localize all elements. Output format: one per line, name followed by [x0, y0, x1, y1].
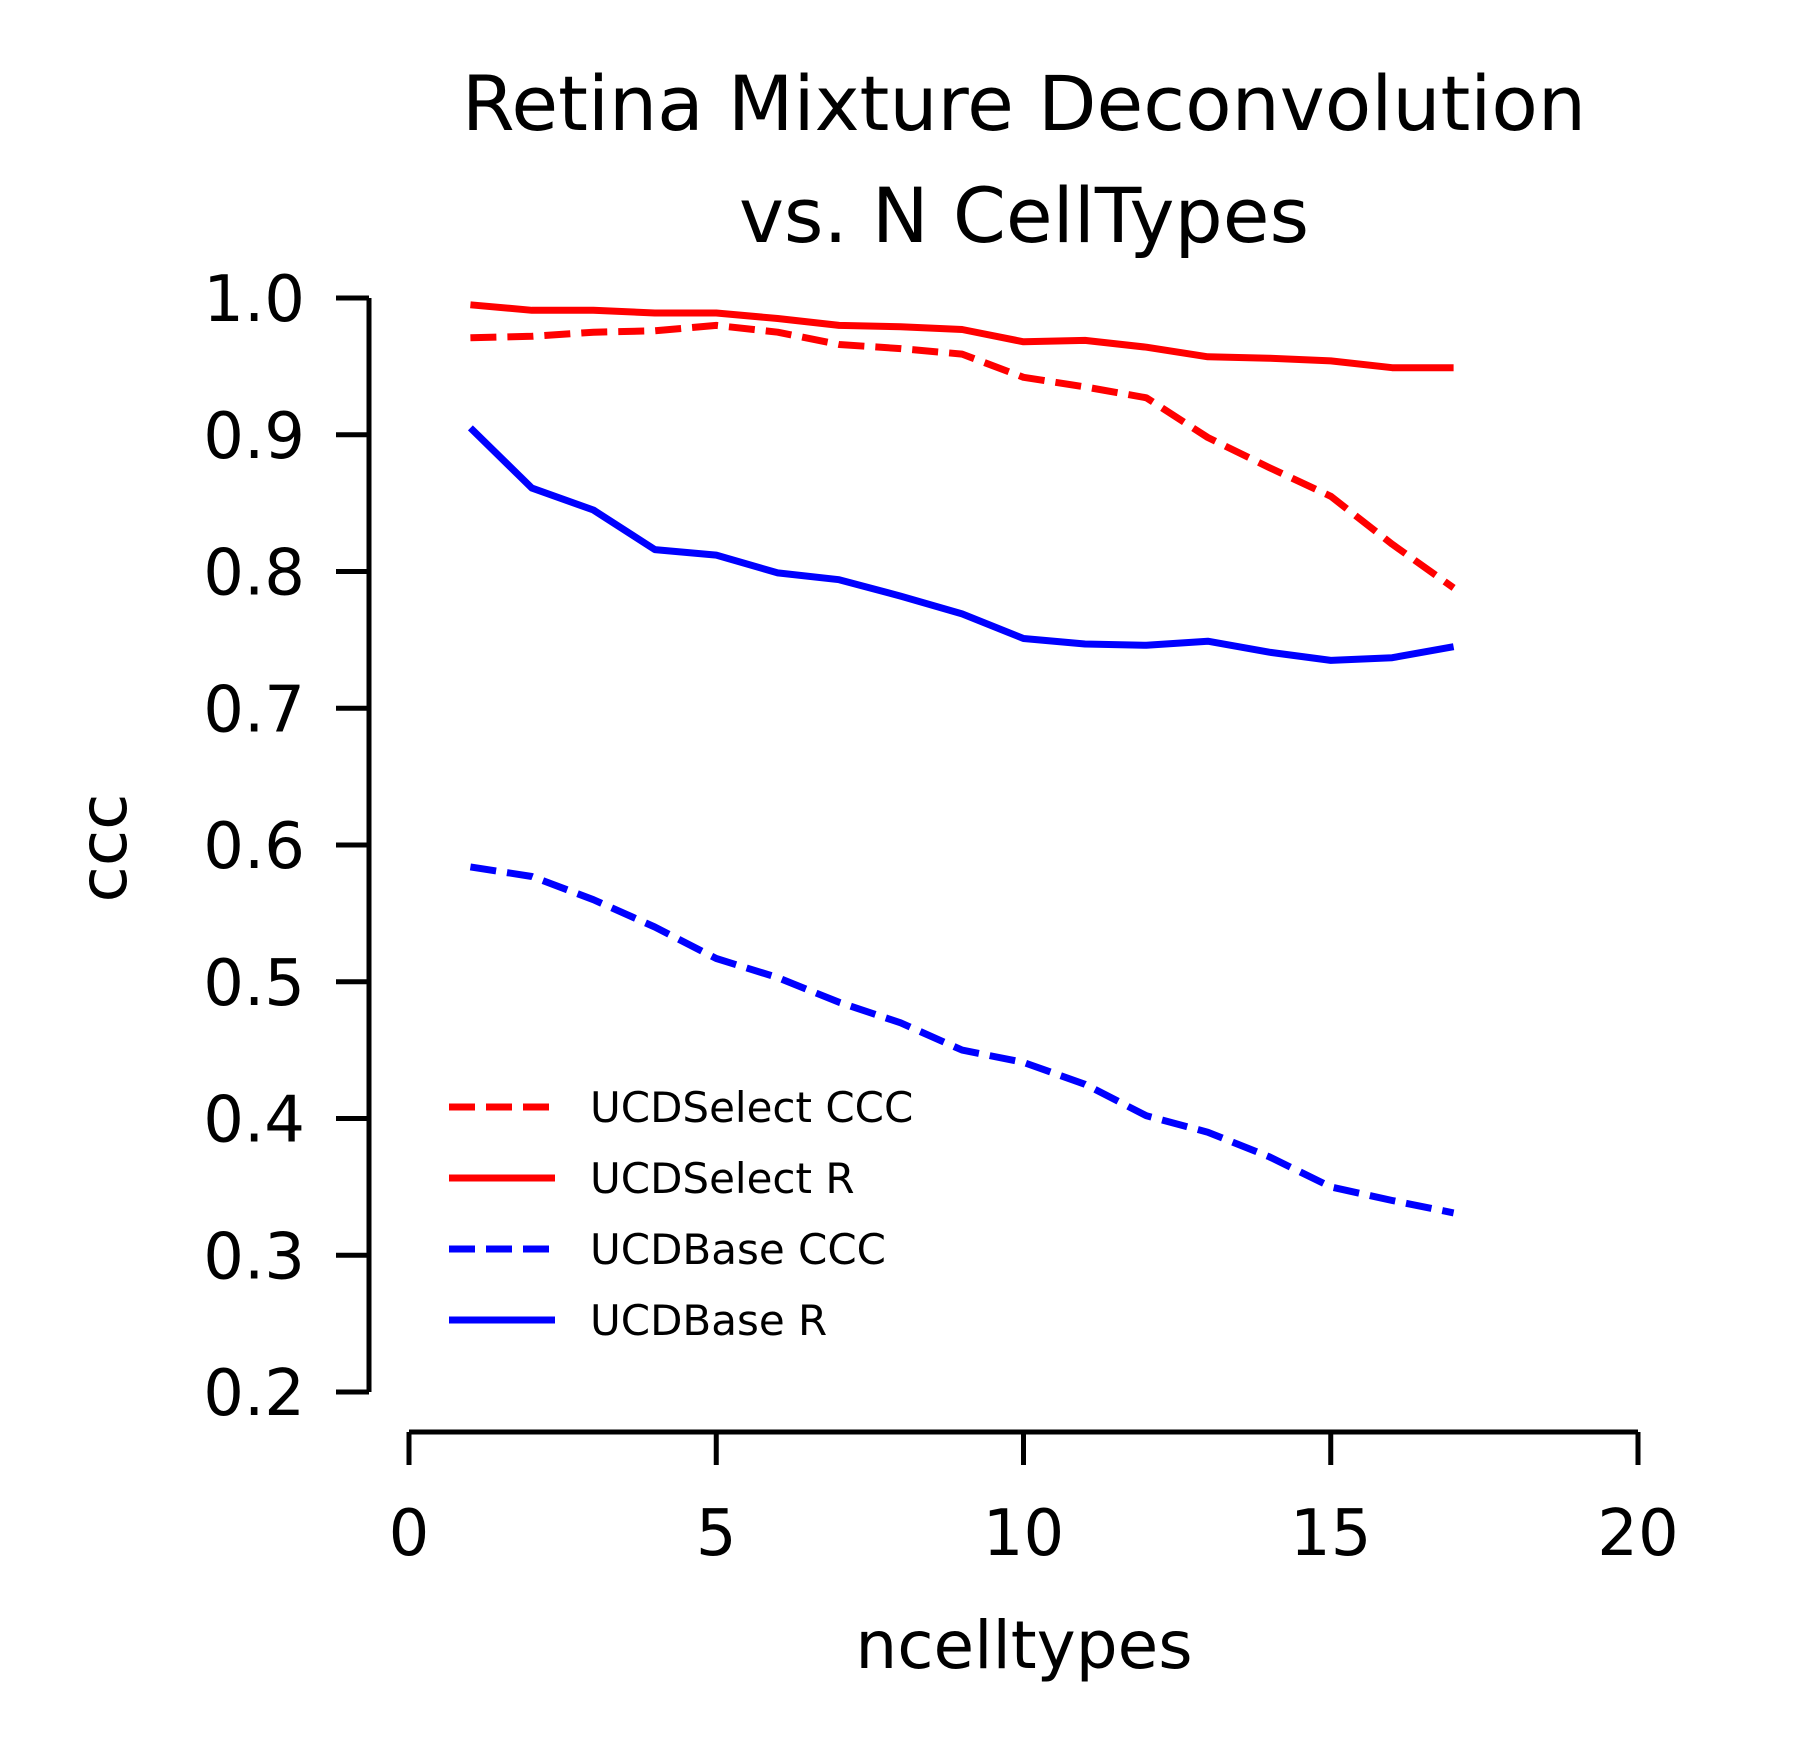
y-axis-label: ccc: [65, 794, 142, 903]
legend-label: UCDSelect CCC: [590, 1083, 913, 1132]
y-tick-label: 0.9: [203, 400, 305, 474]
legend-label: UCDSelect R: [590, 1154, 855, 1203]
chart-title: Retina Mixture Deconvolution: [462, 59, 1586, 148]
x-ticks: 0 5 10 15 20: [389, 1432, 1679, 1571]
series-lines: [467, 301, 1456, 1217]
legend-label: UCDBase R: [590, 1296, 827, 1345]
y-tick-label: 0.5: [203, 947, 305, 1021]
y-tick-label: 0.7: [203, 673, 305, 747]
y-tick-label: 0.2: [203, 1357, 305, 1431]
x-tick-label: 5: [696, 1497, 737, 1571]
legend-label: UCDBase CCC: [590, 1225, 886, 1274]
x-axis-label: ncelltypes: [855, 1607, 1192, 1684]
x-tick-label: 0: [389, 1497, 430, 1571]
x-tick-label: 15: [1290, 1497, 1371, 1571]
x-tick-label: 20: [1597, 1497, 1678, 1571]
y-tick-label: 0.4: [203, 1084, 305, 1158]
legend: UCDSelect CCC UCDSelect R UCDBase CCC UCDBa…: [449, 1083, 913, 1345]
y-tick-label: 1.0: [203, 263, 305, 337]
chart-subtitle: vs. N CellTypes: [739, 171, 1309, 260]
series-line-ucdbase-ccc: [469, 863, 1455, 1217]
series-line-ucdselect-r: [470, 301, 1454, 372]
y-tick-label: 0.6: [203, 810, 305, 884]
y-tick-label: 0.8: [203, 537, 305, 611]
series-line-ucdbase-r: [467, 425, 1455, 664]
x-tick-label: 10: [983, 1497, 1064, 1571]
y-tick-label: 0.3: [203, 1220, 305, 1294]
series-line-ucdselect-ccc: [470, 321, 1456, 591]
y-ticks: 0.2 0.3 0.4 0.5 0.6 0.7 0.8 0.9 1.0: [203, 263, 369, 1431]
